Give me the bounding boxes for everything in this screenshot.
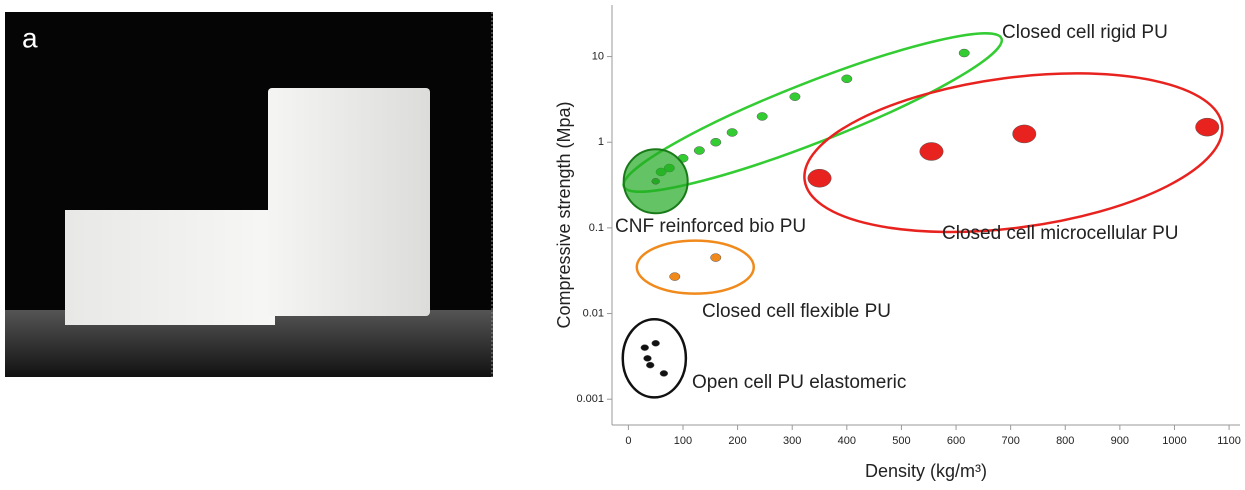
data-point	[646, 362, 654, 368]
x-tick-label: 0	[625, 435, 631, 447]
data-point	[641, 345, 649, 351]
region-label: Closed cell flexible PU	[702, 301, 891, 322]
data-point	[842, 75, 852, 83]
data-point	[644, 355, 652, 361]
photo: a	[5, 12, 493, 377]
x-tick-label: 200	[728, 435, 746, 447]
figure: a 0 100 200 300 400 500 600 700 800 900 1000 1100 0.…	[0, 0, 1245, 485]
x-tick-label: 600	[947, 435, 965, 447]
y-tick-label: 0.01	[583, 307, 604, 319]
page: a 0 100 200 300 400 500 600 700 800 900 1000 1100 0.…	[0, 0, 1245, 485]
x-tick-label: 900	[1111, 435, 1129, 447]
x-tick-label: 800	[1056, 435, 1074, 447]
data-point	[711, 138, 721, 146]
data-point	[757, 112, 767, 120]
y-tick-label: 0.1	[589, 222, 604, 234]
x-tick-label: 100	[674, 435, 692, 447]
y-tick-label: 1	[598, 136, 604, 148]
region-label: CNF reinforced bio PU	[615, 216, 806, 237]
data-point	[920, 142, 943, 160]
region-label: Closed cell rigid PU	[1002, 22, 1168, 43]
x-axis-title: Density (kg/m³)	[865, 461, 987, 481]
x-tick-label: 1000	[1162, 435, 1186, 447]
data-point	[670, 273, 680, 281]
data-point	[959, 49, 969, 57]
data-point	[790, 93, 800, 101]
data-point	[711, 254, 721, 262]
region	[623, 319, 686, 397]
x-tick-label: 1100	[1217, 435, 1241, 447]
x-tick-label: 700	[1001, 435, 1019, 447]
y-axis-title: Compressive strength (Mpa)	[554, 101, 574, 328]
x-tick-label: 400	[838, 435, 856, 447]
data-point	[727, 128, 737, 136]
region-label: Closed cell microcellular PU	[942, 223, 1179, 244]
data-point	[652, 340, 660, 346]
data-point	[660, 370, 668, 376]
y-tick-label: 0.001	[576, 393, 604, 405]
x-tick-label: 300	[783, 435, 801, 447]
data-point	[652, 178, 660, 184]
x-tick-label: 500	[892, 435, 910, 447]
y-tick-label: 10	[592, 50, 604, 62]
region	[637, 241, 754, 294]
data-point	[808, 169, 831, 187]
region-label: Open cell PU elastomeric	[692, 372, 906, 393]
panel-label: a	[22, 22, 38, 53]
data-point	[1013, 125, 1036, 143]
chart: 0 100 200 300 400 500 600 700 800 900 1000 1100 0.00…	[554, 5, 1241, 481]
data-point	[694, 147, 704, 155]
data-point	[1196, 118, 1219, 136]
